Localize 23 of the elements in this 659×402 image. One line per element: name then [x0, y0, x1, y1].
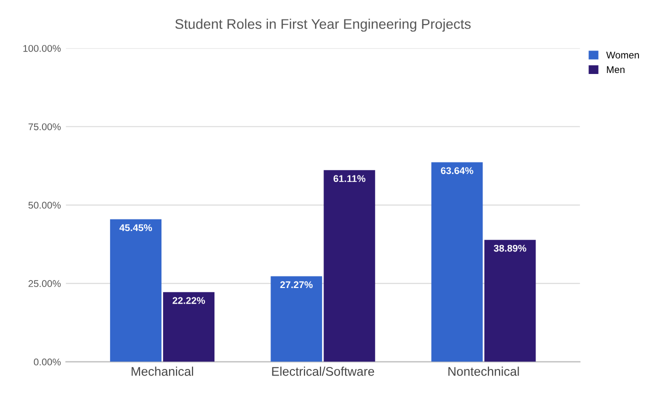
x-tick-label: Nontechnical	[448, 366, 519, 376]
bar	[110, 219, 162, 362]
data-label: 61.11%	[334, 175, 366, 182]
legend-label: Men	[606, 66, 624, 74]
chart-title: Student Roles in First Year Engineering Projects	[175, 18, 471, 32]
bar	[431, 162, 483, 362]
data-label: 63.64%	[440, 167, 474, 174]
y-tick-label: 0.00%	[34, 358, 61, 366]
y-tick-label: 25.00%	[28, 280, 61, 288]
y-tick-label: 75.00%	[28, 123, 61, 130]
data-label: 22.22%	[172, 297, 206, 304]
data-label: 27.27%	[280, 281, 313, 288]
bar	[324, 170, 376, 362]
bar	[484, 240, 536, 362]
data-label: 38.89%	[494, 244, 526, 252]
y-tick-label: 100.00%	[23, 44, 61, 52]
data-label: 45.45%	[119, 224, 152, 232]
y-tick-label: 50.00%	[28, 202, 61, 209]
x-tick-label: Electrical/Software	[272, 366, 374, 376]
legend-label: Women	[606, 52, 639, 58]
x-tick-label: Mechanical	[132, 366, 194, 376]
bar	[163, 292, 214, 362]
bar	[270, 276, 322, 362]
